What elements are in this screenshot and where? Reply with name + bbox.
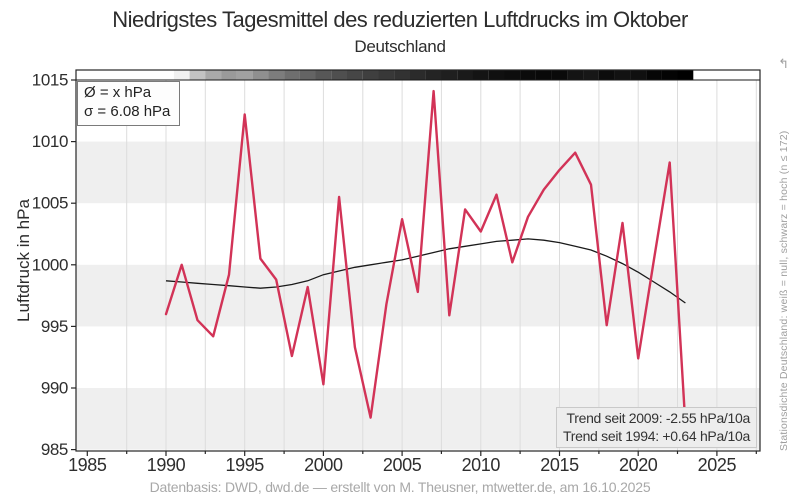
svg-text:1010: 1010 [32, 132, 68, 151]
trend-annotation: Trend seit 2009: -2.55 hPa/10a Trend sei… [555, 406, 757, 448]
svg-text:985: 985 [41, 440, 68, 459]
svg-text:2010: 2010 [462, 455, 501, 475]
stats-annotation: Ø = x hPa σ = 6.08 hPa [77, 81, 181, 126]
trend-since-2009-label: Trend seit 2009: -2.55 hPa/10a [566, 409, 750, 426]
mean-value-label: Ø = x hPa [84, 84, 152, 101]
station-density-caption: Stationsdichte Deutschland: weiß = null,… [778, 130, 790, 451]
vertical-gridlines [126, 80, 757, 451]
station-density-strip [76, 70, 760, 81]
svg-text:2005: 2005 [383, 455, 422, 475]
svg-text:1000: 1000 [32, 255, 68, 274]
trend-since-1994-label: Trend seit 1994: +0.64 hPa/10a [562, 427, 750, 444]
pressure-data-line [164, 89, 687, 427]
svg-text:2020: 2020 [619, 455, 658, 475]
up-arrow-icon: ↰ [778, 56, 789, 71]
sigma-value-label: σ = 6.08 hPa [84, 102, 171, 120]
svg-text:995: 995 [41, 317, 68, 336]
chart-title: Niedrigstes Tagesmittel des reduzierten … [112, 7, 688, 32]
y-axis-ticks: 985 990 995 1000 1005 1010 1015 [32, 71, 76, 459]
svg-text:1985: 1985 [68, 455, 107, 475]
chart-subtitle: Deutschland [354, 37, 446, 56]
svg-text:2015: 2015 [540, 455, 579, 475]
svg-text:2000: 2000 [304, 455, 343, 475]
svg-text:990: 990 [41, 379, 68, 398]
svg-text:1995: 1995 [225, 455, 264, 475]
x-axis-ticks: 1985 1990 1995 2000 2005 2010 2015 2020 2025 [68, 451, 757, 475]
svg-text:1015: 1015 [32, 71, 68, 90]
svg-text:1990: 1990 [147, 455, 186, 475]
svg-text:2025: 2025 [698, 455, 737, 475]
shaded-bands [76, 141, 760, 450]
svg-text:1005: 1005 [32, 194, 68, 213]
plot-frame [75, 69, 761, 452]
credit-footer: Datenbasis: DWD, dwd.de — erstellt von M… [149, 479, 651, 495]
y-axis-title: Luftdruck in hPa [14, 199, 33, 322]
